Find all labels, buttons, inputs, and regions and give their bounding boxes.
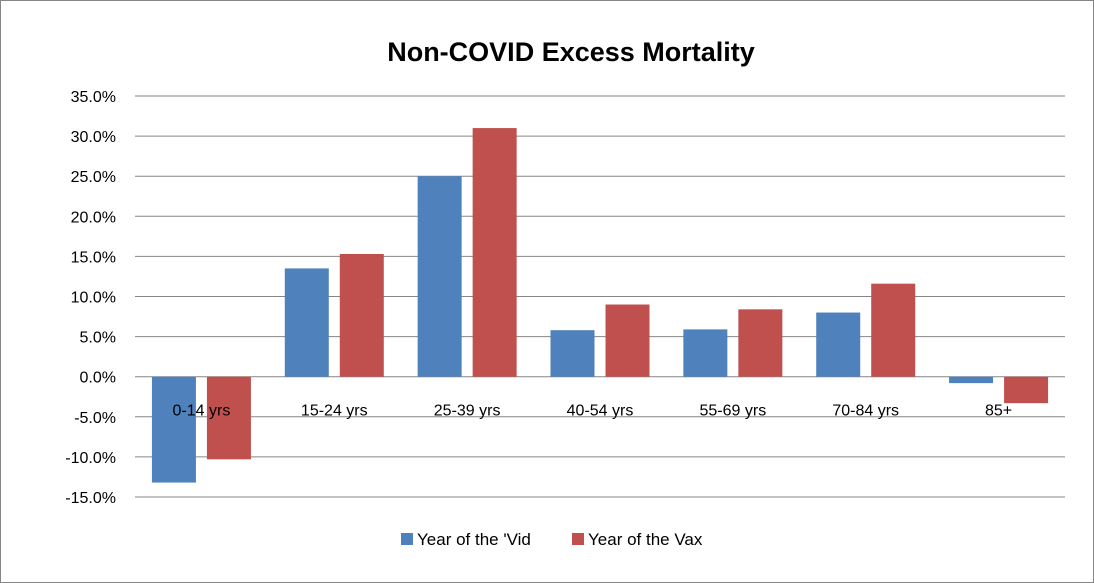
category-label: 70-84 yrs (832, 403, 899, 420)
bars (151, 128, 1049, 483)
y-tick-label: 0.0% (80, 370, 116, 387)
category-label: 15-24 yrs (301, 403, 368, 420)
bar-vax-6 (1004, 376, 1049, 404)
legend-label: Year of the Vax (588, 530, 703, 549)
chart-title: Non-COVID Excess Mortality (387, 37, 755, 67)
y-tick-label: 20.0% (71, 209, 116, 226)
y-tick-label: -10.0% (65, 450, 116, 467)
y-axis-tick-labels: -15.0% -10.0% -5.0% 0.0% 5.0% 10.0% 15.0% 20.0%… (65, 89, 116, 507)
gridlines (135, 95, 1065, 498)
bar-vid-0 (151, 376, 196, 483)
legend-label: Year of the 'Vid (417, 530, 531, 549)
y-tick-label: 35.0% (71, 89, 116, 106)
legend-swatch (401, 533, 413, 545)
category-label: 85+ (985, 403, 1012, 420)
bar-vid-3 (550, 330, 595, 377)
bar-vid-2 (417, 176, 462, 377)
y-tick-label: 10.0% (71, 290, 116, 307)
bar-vax-0 (206, 376, 251, 460)
category-label: 0-14 yrs (173, 403, 231, 420)
bar-vax-2 (472, 128, 517, 377)
y-tick-label: 25.0% (71, 169, 116, 186)
y-tick-label: 5.0% (80, 330, 116, 347)
bar-vax-3 (605, 304, 650, 377)
category-label: 55-69 yrs (700, 403, 767, 420)
bar-vid-5 (816, 312, 861, 377)
bar-vid-1 (284, 268, 329, 377)
category-label: 40-54 yrs (567, 403, 634, 420)
y-tick-label: -15.0% (65, 490, 116, 507)
y-tick-label: 30.0% (71, 129, 116, 146)
bar-vax-1 (339, 253, 384, 377)
x-axis-category-labels: 0-14 yrs 15-24 yrs 25-39 yrs 40-54 yrs 55-69… (173, 403, 1013, 420)
bar-vid-6 (949, 376, 994, 384)
y-tick-label: 15.0% (71, 249, 116, 266)
y-tick-label: -5.0% (74, 410, 116, 427)
bar-vax-5 (871, 283, 916, 377)
legend-swatch (572, 533, 584, 545)
bar-vid-4 (683, 329, 728, 377)
legend: Year of the 'Vid Year of the Vax (401, 530, 703, 549)
category-label: 25-39 yrs (434, 403, 501, 420)
bar-vax-4 (738, 309, 783, 377)
